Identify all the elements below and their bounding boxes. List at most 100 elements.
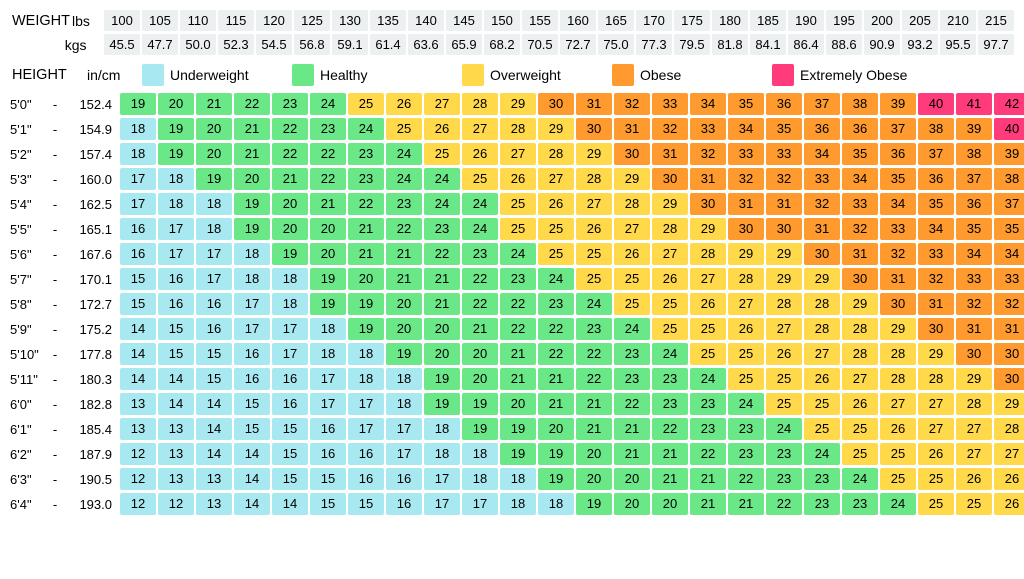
bmi-cell: 37 [918, 143, 954, 165]
height-row: 5'8"-172.7151616171819192021222223242525… [10, 293, 1014, 315]
bmi-cell: 16 [196, 318, 232, 340]
bmi-cell: 28 [500, 118, 536, 140]
row-weight-lbs: WEIGHT lbs 10010511011512012513013514014… [10, 10, 1014, 31]
height-in: 6'2" [10, 447, 48, 462]
bmi-cell: 23 [310, 118, 346, 140]
bmi-cell: 24 [386, 168, 422, 190]
weight-lbs-cell: 190 [788, 10, 824, 31]
bmi-cell: 30 [918, 318, 954, 340]
bmi-cell: 17 [462, 493, 498, 515]
height-row: 5'10"-177.814151516171818192020212222232… [10, 343, 1014, 365]
bmi-cell: 22 [538, 318, 574, 340]
bmi-cell: 20 [386, 293, 422, 315]
bmi-cell: 33 [842, 193, 878, 215]
bmi-cell: 14 [158, 368, 194, 390]
height-cm: 172.7 [62, 297, 118, 312]
weight-lbs-cell: 205 [902, 10, 938, 31]
bmi-cell: 26 [956, 468, 992, 490]
bmi-cell: 27 [576, 193, 612, 215]
bmi-cell: 32 [956, 293, 992, 315]
weight-kgs-cell: 95.5 [940, 34, 976, 55]
bmi-cell: 29 [500, 93, 536, 115]
bmi-cell: 18 [234, 268, 270, 290]
bmi-cell: 21 [576, 418, 612, 440]
bmi-cell: 21 [652, 443, 688, 465]
bmi-cell: 19 [462, 393, 498, 415]
bmi-cell: 14 [158, 393, 194, 415]
bmi-cell: 31 [880, 268, 916, 290]
height-dash: - [48, 147, 62, 162]
bmi-cell: 34 [956, 243, 992, 265]
bmi-cell: 15 [120, 268, 156, 290]
weight-kgs-cell: 88.6 [826, 34, 862, 55]
height-in: 6'3" [10, 472, 48, 487]
bmi-cell: 22 [500, 293, 536, 315]
bmi-cell: 21 [690, 493, 726, 515]
label-incm: in/cm [87, 67, 142, 83]
bmi-cell: 28 [576, 168, 612, 190]
bmi-cell: 23 [804, 493, 840, 515]
bmi-cell: 25 [348, 93, 384, 115]
bmi-cell: 27 [956, 418, 992, 440]
weight-lbs-cell: 145 [446, 10, 482, 31]
legend-swatch-obese [612, 64, 634, 86]
bmi-cell: 19 [538, 443, 574, 465]
bmi-cell: 33 [994, 268, 1024, 290]
bmi-cell: 29 [614, 168, 650, 190]
weight-lbs-cell: 105 [142, 10, 178, 31]
bmi-cell: 19 [538, 468, 574, 490]
bmi-cell: 30 [804, 243, 840, 265]
bmi-cell: 30 [728, 218, 764, 240]
bmi-cell: 15 [158, 343, 194, 365]
bmi-cell: 15 [272, 443, 308, 465]
bmi-cell: 25 [880, 443, 916, 465]
bmi-cell: 33 [804, 168, 840, 190]
bmi-cell: 24 [348, 118, 384, 140]
bmi-cell: 22 [272, 118, 308, 140]
bmi-cell: 25 [766, 368, 802, 390]
bmi-cell: 24 [728, 393, 764, 415]
bmi-cell: 25 [690, 318, 726, 340]
height-in: 6'1" [10, 422, 48, 437]
bmi-cell: 16 [158, 268, 194, 290]
bmi-cell: 18 [158, 193, 194, 215]
bmi-cell: 28 [880, 368, 916, 390]
bmi-cell: 32 [994, 293, 1024, 315]
bmi-cell: 22 [348, 193, 384, 215]
bmi-cell: 31 [918, 293, 954, 315]
bmi-cell: 29 [652, 193, 688, 215]
bmi-cell: 35 [766, 118, 802, 140]
weight-kgs-cell: 54.5 [256, 34, 292, 55]
bmi-cell: 29 [880, 318, 916, 340]
weight-lbs-cell: 130 [332, 10, 368, 31]
bmi-cell: 13 [158, 468, 194, 490]
bmi-cell: 26 [386, 93, 422, 115]
height-cm: 154.9 [62, 122, 118, 137]
bmi-cell: 26 [994, 468, 1024, 490]
height-in: 5'9" [10, 322, 48, 337]
bmi-cell: 27 [728, 293, 764, 315]
bmi-cell: 33 [880, 218, 916, 240]
bmi-cell: 19 [386, 343, 422, 365]
bmi-cell: 32 [918, 268, 954, 290]
bmi-cell: 27 [880, 393, 916, 415]
bmi-cell: 23 [804, 468, 840, 490]
bmi-cell: 20 [576, 443, 612, 465]
bmi-cell: 19 [348, 293, 384, 315]
bmi-cell: 25 [766, 393, 802, 415]
bmi-cell: 22 [462, 268, 498, 290]
bmi-cell: 23 [424, 218, 460, 240]
bmi-cell: 19 [348, 318, 384, 340]
bmi-cell: 19 [310, 293, 346, 315]
bmi-cell: 29 [576, 143, 612, 165]
bmi-cell: 19 [462, 418, 498, 440]
bmi-cell: 16 [348, 468, 384, 490]
bmi-cell: 28 [728, 268, 764, 290]
bmi-cell: 15 [158, 318, 194, 340]
bmi-cell: 18 [310, 343, 346, 365]
bmi-cell: 17 [310, 368, 346, 390]
bmi-cell: 17 [234, 318, 270, 340]
bmi-cell: 17 [196, 268, 232, 290]
bmi-cell: 31 [652, 143, 688, 165]
bmi-cell: 22 [462, 293, 498, 315]
